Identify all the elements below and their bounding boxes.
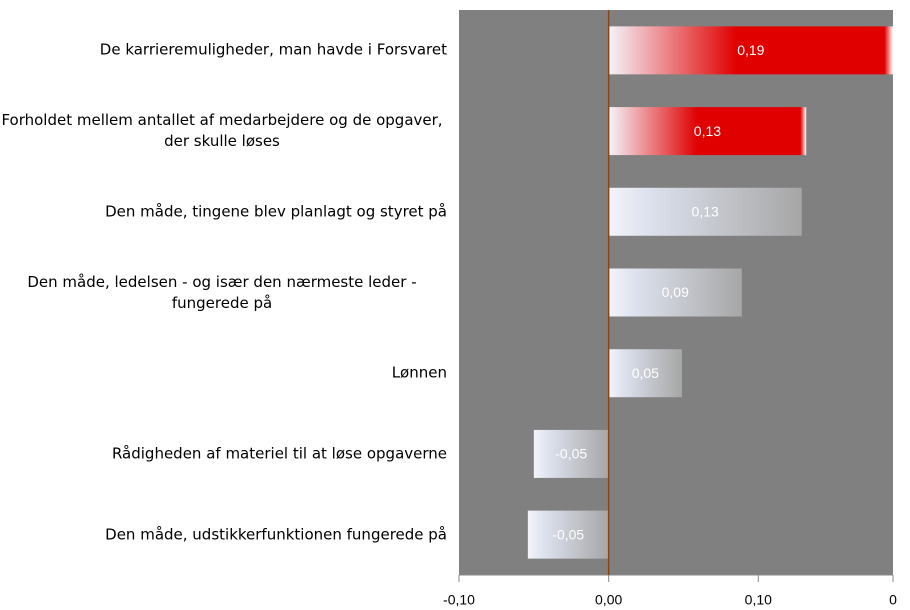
category-text: Forholdet mellem antallet af medarbejder… bbox=[1, 111, 443, 151]
x-tick-label: 0,10 bbox=[745, 592, 772, 608]
bar bbox=[527, 510, 609, 559]
category-text: Lønnen bbox=[391, 363, 447, 382]
data-label: 0,09 bbox=[662, 284, 689, 300]
category-label: Den måde, tingene blev planlagt og styre… bbox=[0, 201, 447, 222]
category-label: Lønnen bbox=[0, 363, 447, 384]
x-tick-label: 0,00 bbox=[595, 592, 622, 608]
data-label: -0,05 bbox=[555, 446, 587, 462]
data-label: 0,13 bbox=[694, 123, 721, 139]
category-text: Den måde, ledelsen - og især den nærmest… bbox=[27, 272, 417, 312]
data-label: 0,19 bbox=[737, 42, 764, 58]
x-tick-label: 0 bbox=[889, 592, 897, 608]
x-tick-label: -0,10 bbox=[443, 592, 475, 608]
category-text: Rådigheden af materiel til at løse opgav… bbox=[111, 444, 447, 463]
bar bbox=[608, 349, 682, 398]
category-label: Den måde, ledelsen - og især den nærmest… bbox=[0, 272, 447, 314]
data-label: 0,13 bbox=[692, 203, 719, 219]
data-label: -0,05 bbox=[552, 526, 584, 542]
category-text: Den måde, tingene blev planlagt og styre… bbox=[105, 202, 447, 221]
category-text: Den måde, udstikkerfunktionen fungerede … bbox=[105, 525, 447, 544]
bar bbox=[608, 268, 742, 317]
bar bbox=[608, 107, 807, 156]
category-label: Den måde, udstikkerfunktionen fungerede … bbox=[0, 524, 447, 545]
category-label: Rådigheden af materiel til at løse opgav… bbox=[0, 443, 447, 464]
bar bbox=[608, 187, 802, 236]
category-label: De karrieremuligheder, man havde i Forsv… bbox=[0, 40, 447, 61]
bar bbox=[608, 26, 893, 75]
data-label: 0,05 bbox=[632, 365, 659, 381]
category-text: De karrieremuligheder, man havde i Forsv… bbox=[99, 40, 447, 59]
category-label: Forholdet mellem antallet af medarbejder… bbox=[0, 110, 447, 152]
bar bbox=[533, 429, 609, 478]
